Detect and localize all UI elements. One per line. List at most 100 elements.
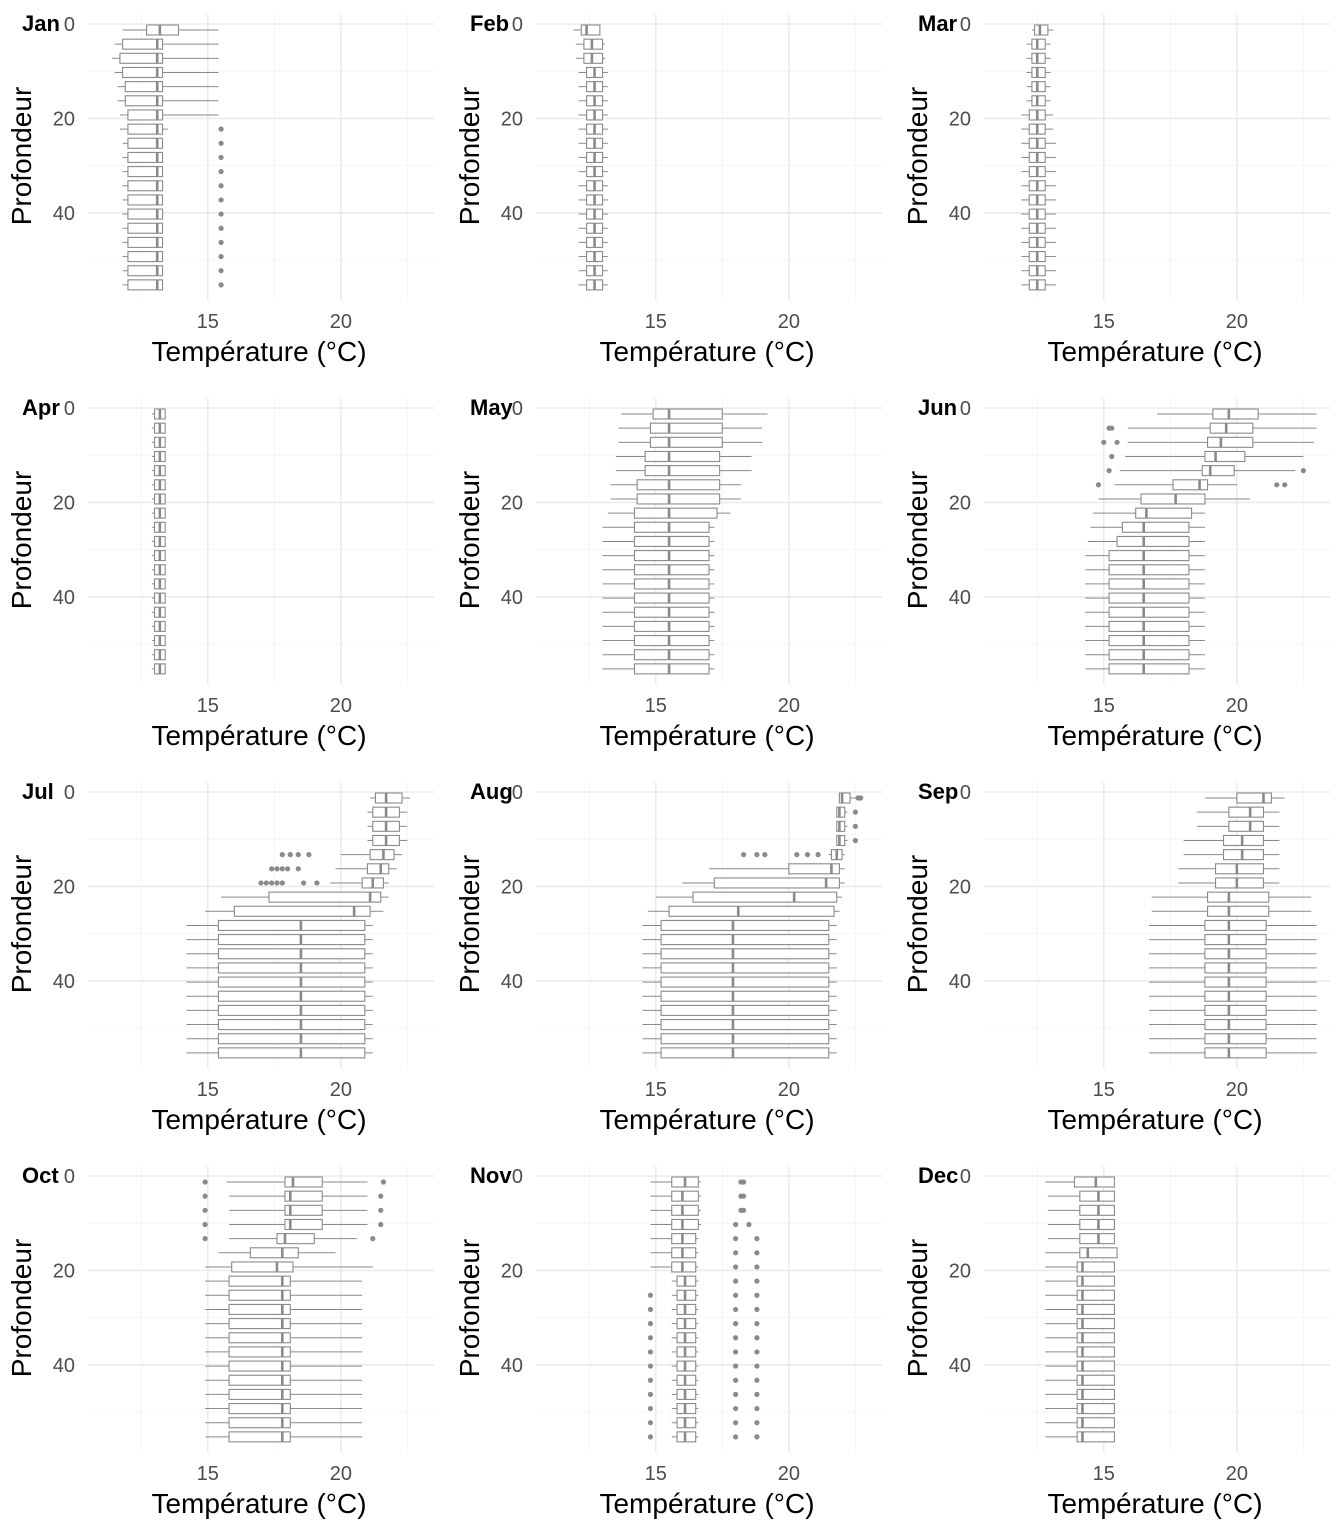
panel-grid: [88, 398, 434, 684]
iqr-box: [228, 1332, 291, 1344]
boxplot-depth-3: [151, 422, 166, 434]
iqr-box: [1076, 1318, 1115, 1330]
facet-label: Jul: [22, 779, 54, 804]
boxplot-depth-30: [642, 934, 837, 946]
boxplot-depth-6: [1101, 436, 1315, 448]
boxplot-depth-0: [1045, 1176, 1115, 1188]
y-axis-title: Profondeur: [902, 855, 933, 994]
iqr-box: [127, 194, 164, 206]
boxplot-depth-9: [650, 1218, 752, 1231]
boxplot-depth-21: [1045, 1275, 1115, 1287]
outlier-point: [314, 880, 320, 886]
y-axis-title: Profondeur: [454, 471, 485, 610]
iqr-box: [660, 919, 830, 931]
x-tick-label: 20: [330, 1463, 352, 1485]
iqr-box: [1031, 38, 1046, 50]
outlier-point: [279, 866, 285, 872]
boxplot-depth-12: [279, 849, 403, 861]
boxplot-depth-15: [650, 1247, 760, 1259]
boxplot-depth-42: [602, 606, 715, 618]
iqr-box: [1204, 934, 1267, 946]
boxplot-depth-42: [642, 990, 837, 1002]
iqr-box: [1073, 1176, 1115, 1188]
iqr-box: [124, 81, 164, 93]
iqr-box: [633, 550, 710, 562]
facet-label: Sep: [918, 779, 958, 804]
boxplot-depth-15: [1095, 479, 1288, 491]
y-tick-label: 40: [53, 971, 75, 993]
boxplot-depth-24: [602, 521, 715, 533]
facet-label: Nov: [470, 1163, 512, 1188]
iqr-box: [580, 24, 601, 36]
outlier-point: [815, 852, 821, 858]
iqr-box: [676, 1275, 697, 1287]
boxplot-depth-27: [1087, 535, 1205, 547]
boxplot-depth-42: [186, 990, 373, 1002]
x-tick-label: 15: [645, 1079, 667, 1101]
iqr-box: [1076, 1403, 1115, 1415]
outlier-point: [741, 1193, 747, 1199]
iqr-box: [127, 265, 164, 277]
x-tick-label: 20: [1226, 1079, 1248, 1101]
iqr-box: [217, 934, 366, 946]
iqr-box: [217, 1033, 366, 1045]
boxplot-depth-24: [647, 1289, 760, 1301]
boxplot-depth-51: [602, 649, 715, 661]
outlier-point: [733, 1335, 739, 1341]
y-tick-label: 0: [512, 782, 523, 804]
outlier-point: [754, 1363, 760, 1369]
boxplot-depth-15: [578, 95, 608, 107]
iqr-box: [1076, 1332, 1115, 1344]
y-tick-label: 0: [960, 14, 971, 36]
outlier-point: [279, 880, 285, 886]
boxplot-depth-33: [122, 180, 224, 192]
boxplot-depth-21: [607, 507, 731, 519]
boxplot-depth-42: [122, 222, 224, 234]
boxplot-depth-18: [650, 1261, 760, 1273]
y-axis-title: Profondeur: [6, 87, 37, 226]
outlier-point: [733, 1306, 739, 1313]
outlier-point: [733, 1420, 739, 1426]
outlier-point: [287, 852, 293, 858]
y-axis-title: Profondeur: [6, 855, 37, 994]
y-tick-label: 0: [512, 14, 523, 36]
iqr-box: [1076, 1417, 1115, 1429]
facet-label: Jun: [918, 395, 957, 420]
boxplot-depth-54: [1149, 1047, 1317, 1059]
boxplot-depth-51: [186, 1033, 373, 1045]
panel-grid: [984, 1166, 1330, 1452]
iqr-box: [228, 1360, 291, 1372]
outlier-point: [378, 1221, 384, 1228]
boxplot-depth-9: [202, 1218, 384, 1231]
iqr-box: [127, 251, 164, 263]
boxplot-depth-42: [1149, 990, 1317, 1002]
x-tick-label: 15: [1093, 1463, 1115, 1485]
boxplot-depth-39: [186, 976, 373, 988]
x-tick-label: 15: [1093, 1079, 1115, 1101]
boxplot-depth-45: [1021, 236, 1056, 248]
boxplot-depth-3: [836, 806, 858, 818]
iqr-box: [1076, 1374, 1115, 1386]
boxplot-depth-54: [186, 1047, 373, 1059]
x-axis-title: Température (°C): [1047, 1104, 1262, 1135]
iqr-box: [1108, 620, 1190, 632]
outlier-point: [746, 1221, 752, 1228]
outlier-point: [218, 239, 224, 245]
x-axis-title: Température (°C): [151, 1104, 366, 1135]
boxplot-depth-9: [367, 834, 408, 847]
y-tick-label: 20: [949, 492, 971, 514]
boxplot-depth-51: [1085, 649, 1205, 661]
outlier-point: [1274, 482, 1280, 488]
boxplot-depth-45: [1045, 1388, 1115, 1400]
x-tick-label: 20: [1226, 1463, 1248, 1485]
iqr-box: [127, 123, 164, 135]
iqr-box: [228, 1374, 291, 1386]
outlier-point: [1101, 439, 1107, 445]
iqr-box: [127, 236, 164, 248]
y-tick-label: 0: [64, 1166, 75, 1188]
boxplot-depth-42: [578, 222, 608, 234]
outlier-point: [218, 253, 224, 260]
x-tick-label: 15: [197, 695, 219, 717]
boxplot-depth-18: [1021, 109, 1054, 121]
